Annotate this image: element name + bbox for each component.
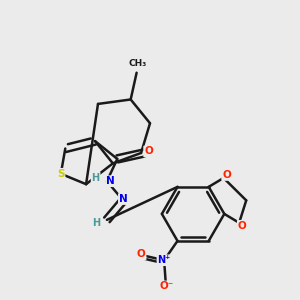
Text: H: H — [92, 172, 100, 183]
Text: N: N — [106, 176, 115, 186]
Text: H: H — [92, 218, 101, 228]
Text: S: S — [57, 169, 64, 179]
Text: O: O — [222, 170, 231, 180]
Text: N: N — [119, 194, 128, 204]
Text: O: O — [238, 221, 247, 231]
Text: O⁻: O⁻ — [160, 281, 174, 291]
Text: O: O — [144, 146, 153, 157]
Text: CH₃: CH₃ — [129, 59, 147, 68]
Text: O: O — [137, 249, 146, 259]
Text: N⁺: N⁺ — [158, 255, 171, 265]
